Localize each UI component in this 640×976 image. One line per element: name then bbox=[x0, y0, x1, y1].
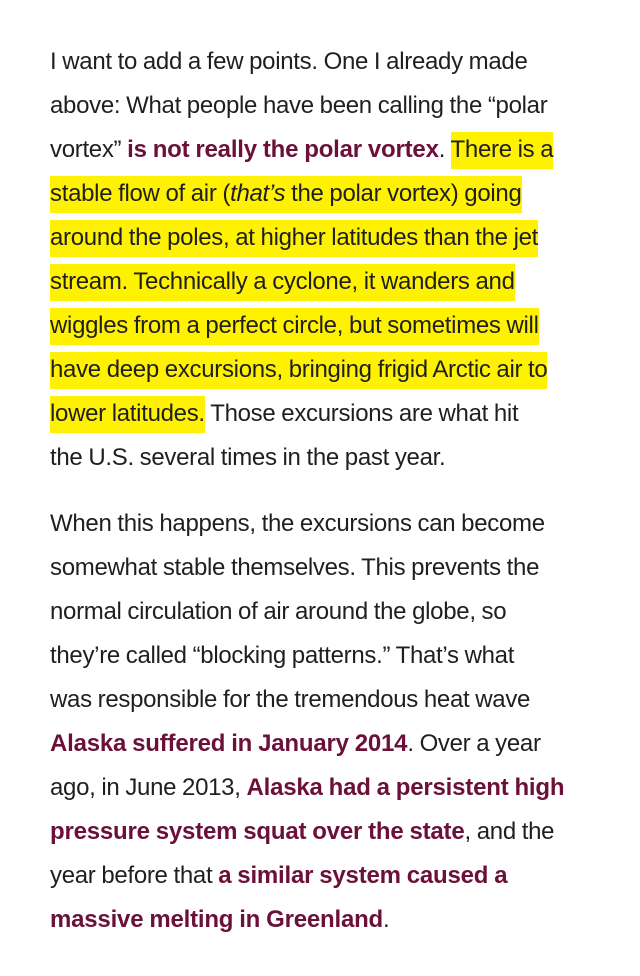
text-line: wiggles from a perfect circle, but somet… bbox=[50, 304, 610, 348]
text-segment: the U.S. several times in the past year. bbox=[50, 444, 446, 471]
emphasis-text: that’s bbox=[230, 180, 286, 207]
text-segment: When this happens, the excursions can be… bbox=[50, 510, 545, 537]
link-not-really-polar-vortex[interactable]: is not really the polar vortex bbox=[127, 136, 439, 163]
text-line: normal circulation of air around the glo… bbox=[50, 590, 610, 634]
text-line: stream. Technically a cyclone, it wander… bbox=[50, 260, 610, 304]
paragraph-2: When this happens, the excursions can be… bbox=[50, 502, 610, 942]
highlighted-text: stream. Technically a cyclone, it wander… bbox=[50, 264, 515, 301]
text-line: lower latitudes. Those excursions are wh… bbox=[50, 392, 610, 436]
text-segment: . bbox=[383, 906, 390, 933]
highlighted-text: There is a bbox=[450, 132, 554, 169]
text-segment: above: What people have been calling the… bbox=[50, 92, 548, 119]
text-line: they’re called “blocking patterns.” That… bbox=[50, 634, 610, 678]
text-segment: Those excursions are what hit bbox=[204, 400, 519, 427]
text-segment: stable flow of air ( bbox=[50, 180, 231, 207]
text-line: somewhat stable themselves. This prevent… bbox=[50, 546, 610, 590]
text-line: was responsible for the tremendous heat … bbox=[50, 678, 610, 722]
highlighted-text: around the poles, at higher latitudes th… bbox=[50, 220, 538, 257]
highlighted-text: lower latitudes. bbox=[50, 396, 205, 433]
highlighted-text: wiggles from a perfect circle, but somet… bbox=[50, 308, 539, 345]
text-line: pressure system squat over the state, an… bbox=[50, 810, 610, 854]
text-segment: I want to add a few points. One I alread… bbox=[50, 48, 528, 75]
highlighted-text: have deep excursions, bringing frigid Ar… bbox=[50, 352, 548, 389]
text-line: Alaska suffered in January 2014. Over a … bbox=[50, 722, 610, 766]
text-line: I want to add a few points. One I alread… bbox=[50, 40, 610, 84]
article-body: I want to add a few points. One I alread… bbox=[50, 40, 610, 942]
text-segment: was responsible for the tremendous heat … bbox=[50, 686, 531, 713]
text-line: have deep excursions, bringing frigid Ar… bbox=[50, 348, 610, 392]
link-alaska-high-pressure[interactable]: Alaska had a persistent high bbox=[246, 774, 565, 801]
text-line: the U.S. several times in the past year. bbox=[50, 436, 610, 480]
text-segment: vortex” bbox=[50, 136, 128, 163]
paragraph-1: I want to add a few points. One I alread… bbox=[50, 40, 610, 480]
link-alaska-january-2014[interactable]: Alaska suffered in January 2014 bbox=[50, 730, 408, 757]
text-segment: . bbox=[438, 136, 451, 163]
link-greenland-melting-cont[interactable]: massive melting in Greenland bbox=[50, 906, 384, 933]
text-line: year before that a similar system caused… bbox=[50, 854, 610, 898]
highlighted-text: stable flow of air (that’s the polar vor… bbox=[50, 176, 522, 213]
text-line: When this happens, the excursions can be… bbox=[50, 502, 610, 546]
text-segment: they’re called “blocking patterns.” That… bbox=[50, 642, 515, 669]
text-line: massive melting in Greenland. bbox=[50, 898, 610, 942]
text-segment: somewhat stable themselves. This prevent… bbox=[50, 554, 540, 581]
text-line: stable flow of air (that’s the polar vor… bbox=[50, 172, 610, 216]
text-segment: normal circulation of air around the glo… bbox=[50, 598, 507, 625]
text-line: vortex” is not really the polar vortex. … bbox=[50, 128, 610, 172]
link-alaska-high-pressure-cont[interactable]: pressure system squat over the state bbox=[50, 818, 465, 845]
text-line: above: What people have been calling the… bbox=[50, 84, 610, 128]
text-segment: the polar vortex) going bbox=[285, 180, 522, 207]
text-segment: , and the bbox=[464, 818, 555, 845]
text-segment: . Over a year bbox=[407, 730, 541, 757]
text-line: around the poles, at higher latitudes th… bbox=[50, 216, 610, 260]
text-line: ago, in June 2013, Alaska had a persiste… bbox=[50, 766, 610, 810]
text-segment: year before that bbox=[50, 862, 219, 889]
link-greenland-melting[interactable]: a similar system caused a bbox=[218, 862, 508, 889]
text-segment: ago, in June 2013, bbox=[50, 774, 247, 801]
